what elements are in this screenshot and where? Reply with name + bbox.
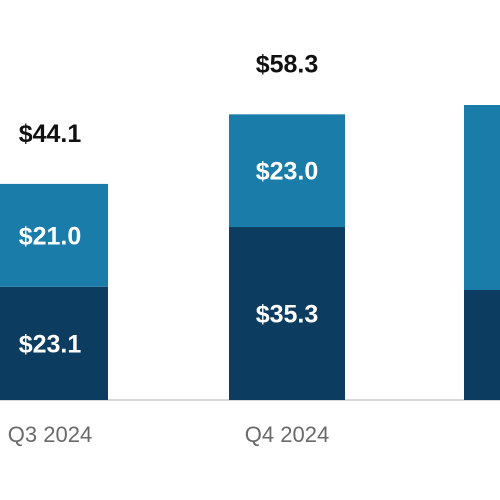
total-label-1: $44.1 [19, 120, 82, 148]
bar-label-lower-1: $23.1 [19, 330, 82, 358]
bar-label-upper-2: $23.0 [256, 158, 319, 186]
bar-label-upper-1: $21.0 [19, 222, 82, 250]
total-label-2: $58.3 [256, 50, 319, 78]
bar-segment-lower-2 [229, 227, 345, 400]
bar-segment-lower-3 [464, 290, 500, 400]
bar-segment-lower-1 [0, 286, 108, 400]
x-tick-label-1: Q3 2024 [8, 422, 92, 447]
bar-segment-upper-3 [464, 105, 500, 290]
labels-group: $23.1 $21.0 $44.1 Q3 2024 $35.3 $23.0 $58.3 Q4 … [8, 50, 329, 447]
bar-label-lower-2: $35.3 [256, 301, 319, 329]
bar-segment-upper-1 [0, 183, 108, 287]
bars-group [0, 105, 500, 400]
x-tick-label-2: Q4 2024 [245, 422, 329, 447]
bar-segment-upper-2 [229, 114, 345, 228]
